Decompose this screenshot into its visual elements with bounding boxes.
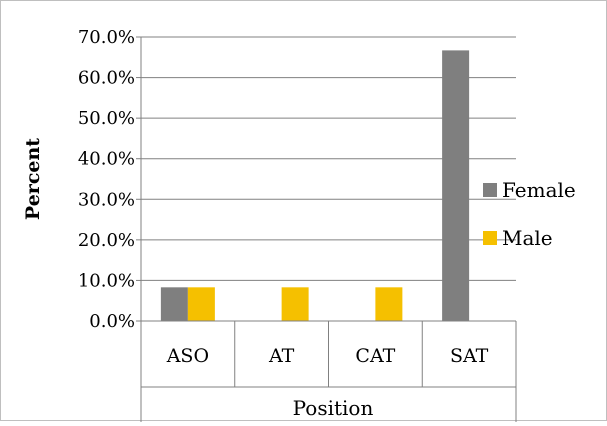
y-tick-label: 40.0% [78, 149, 135, 170]
bar-male-at [281, 287, 309, 321]
bar-male-cat [375, 287, 403, 321]
y-tick-label: 60.0% [78, 68, 135, 89]
bar-female-aso [160, 287, 188, 321]
y-tick-label: 0.0% [89, 311, 135, 332]
y-tick-label: 50.0% [78, 108, 135, 129]
y-tick-label: 70.0% [78, 27, 135, 48]
legend-label-female: Female [502, 178, 576, 202]
y-tick-label: 20.0% [78, 230, 135, 251]
legend-swatch-female [483, 183, 497, 197]
legend-swatch-male [483, 231, 497, 245]
x-tick-label: AT [268, 345, 295, 367]
legend-label-male: Male [502, 226, 553, 250]
y-axis-title: Percent [22, 138, 44, 220]
y-tick-label: 10.0% [78, 270, 135, 291]
x-axis-title: Position [293, 396, 374, 420]
x-tick-label: SAT [450, 345, 489, 367]
x-tick-label: ASO [166, 345, 209, 367]
legend: Female Male [483, 178, 576, 250]
bar-female-sat [442, 50, 470, 321]
x-tick-label: CAT [355, 345, 395, 367]
bar-male-aso [187, 287, 215, 321]
y-tick-label: 30.0% [78, 189, 135, 210]
